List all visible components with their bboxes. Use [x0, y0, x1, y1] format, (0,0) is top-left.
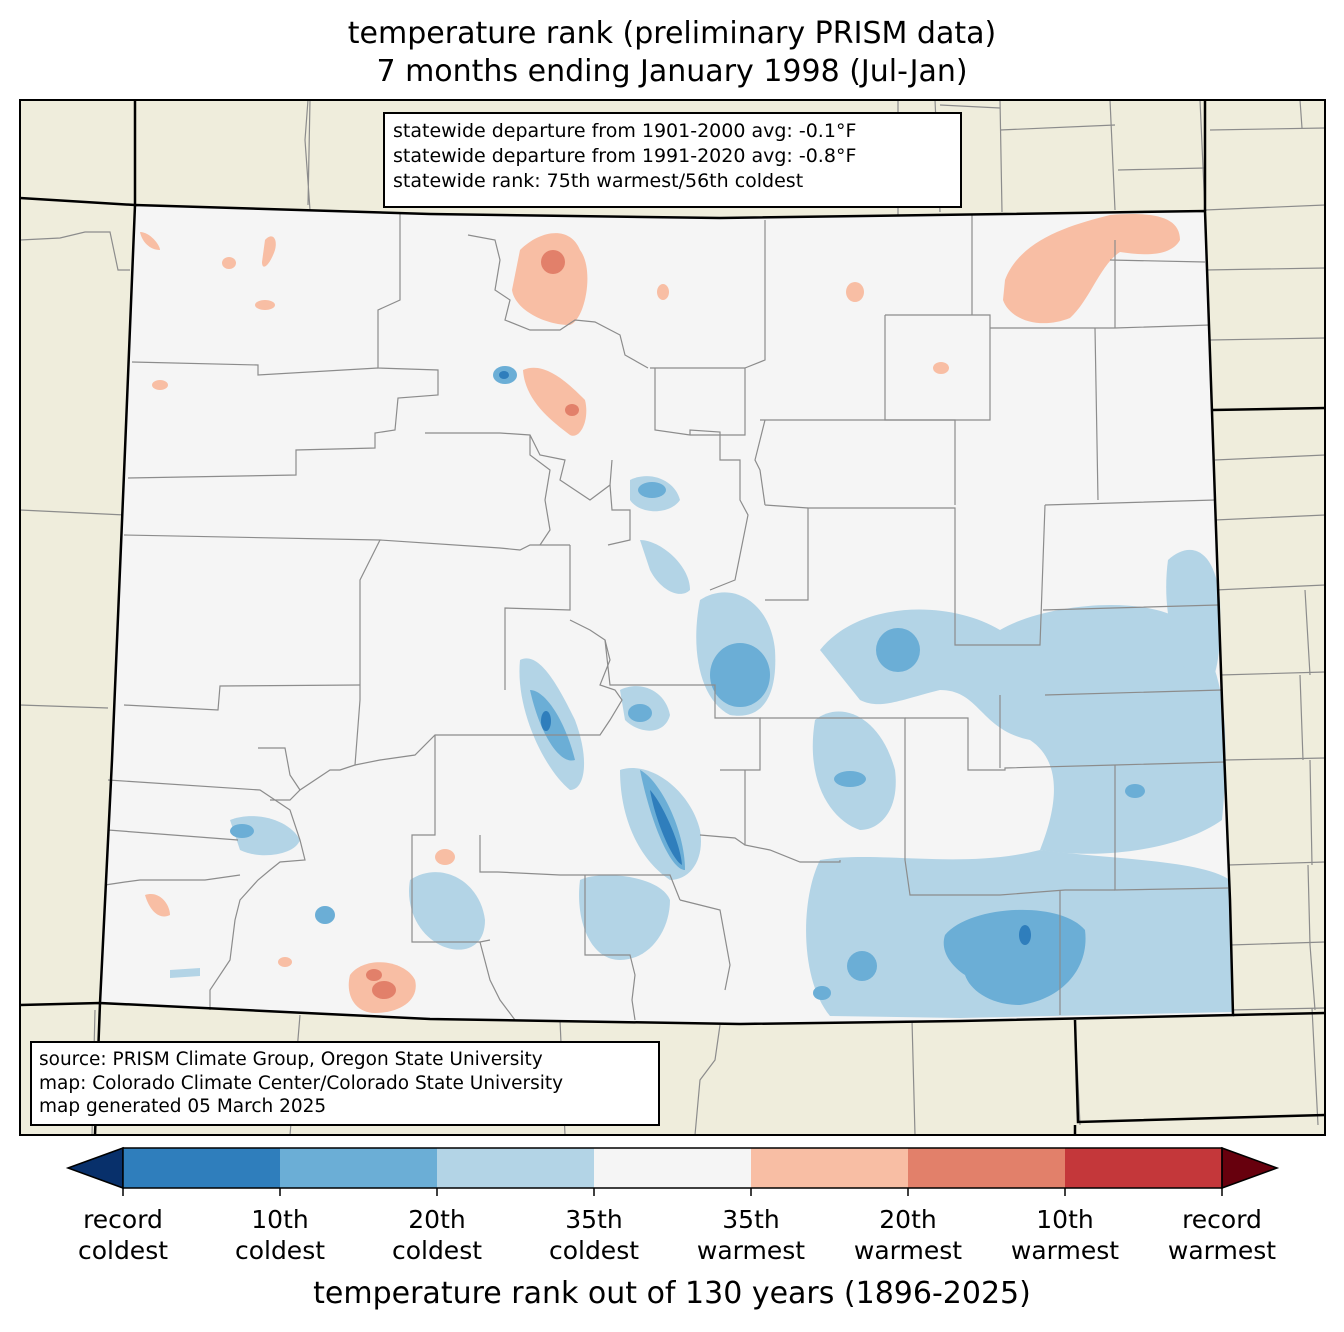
colorbar-segment-6	[908, 1148, 1065, 1188]
colorbar-over-arrow	[1221, 1146, 1280, 1190]
colorbar-tick-label-4: 35th coldest	[548, 1205, 640, 1265]
colorbar-segment-1	[123, 1148, 280, 1188]
strong-cool-areas	[499, 371, 1031, 945]
stats-line1: statewide departure from 1901-2000 avg: …	[393, 120, 857, 142]
colorbar-tick-label-2: 10th coldest	[234, 1205, 326, 1265]
colorado-state-area	[100, 205, 1233, 1024]
colorbar-segment-3	[437, 1148, 594, 1188]
colorbar-ticks	[122, 1188, 1223, 1196]
colorbar-tick-label-6: 20th warmest	[853, 1205, 963, 1265]
colorbar-tick-label-5: 35th warmest	[696, 1205, 806, 1265]
colorbar-segment-7	[1065, 1148, 1222, 1188]
map-title-line2: 7 months ending January 1998 (Jul-Jan)	[376, 54, 968, 89]
source-line1: source: PRISM Climate Group, Oregon Stat…	[39, 1049, 543, 1070]
strong-warm-areas	[366, 250, 579, 999]
colorbar-segment-5	[751, 1148, 908, 1188]
colorbar-segment-2	[280, 1148, 437, 1188]
statewide-stats-box: statewide departure from 1901-2000 avg: …	[383, 112, 962, 208]
colorbar-tick-label-3: 20th coldest	[391, 1205, 483, 1265]
source-credit-box: source: PRISM Climate Group, Oregon Stat…	[30, 1041, 660, 1126]
map-frame	[19, 99, 1326, 1136]
colorbar-title: temperature rank out of 130 years (1896-…	[313, 1276, 1031, 1311]
colorbar-tick-label-1: record coldest	[77, 1205, 169, 1265]
colorbar-segment-4	[594, 1148, 751, 1188]
source-line3: map generated 05 March 2025	[39, 1096, 327, 1117]
stats-line3: statewide rank: 75th warmest/56th coldes…	[393, 170, 804, 192]
map-title-line1: temperature rank (preliminary PRISM data…	[347, 16, 997, 51]
colorbar-under-arrow	[65, 1146, 124, 1190]
source-line2: map: Colorado Climate Center/Colorado St…	[39, 1072, 564, 1094]
colorbar-tick-label-8: record warmest	[1167, 1205, 1277, 1265]
stats-line2: statewide departure from 1991-2020 avg: …	[393, 145, 857, 167]
colorbar-outline	[122, 1147, 1223, 1189]
colorbar	[65, 1146, 1280, 1196]
colorbar-tick-label-7: 10th warmest	[1010, 1205, 1120, 1265]
county-lines	[104, 214, 1229, 1021]
